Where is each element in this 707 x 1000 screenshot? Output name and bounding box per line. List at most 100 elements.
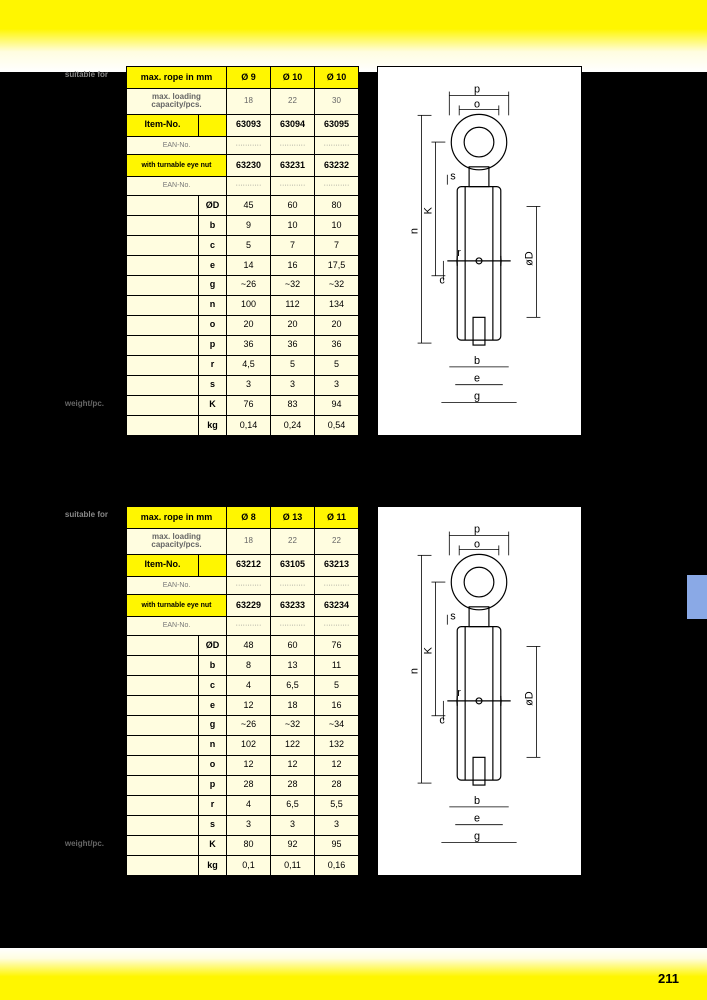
ean2-header: EAN-No. <box>127 617 227 636</box>
load-val: 22 <box>271 88 315 114</box>
item-val: 63095 <box>315 114 359 136</box>
dim-val: 10 <box>271 215 315 235</box>
dim-val: 92 <box>271 835 315 855</box>
dim-val: 18 <box>271 695 315 715</box>
load-val: 22 <box>315 528 359 554</box>
dim-val: 16 <box>315 695 359 715</box>
load-val: 30 <box>315 88 359 114</box>
bottom-gradient-bar <box>0 948 707 1000</box>
dim-val: 11 <box>315 655 359 675</box>
dim-val: 28 <box>227 775 271 795</box>
dim-val: 28 <box>315 775 359 795</box>
dim-label: e <box>199 255 227 275</box>
dim-val: 36 <box>227 335 271 355</box>
dim-val: 60 <box>271 196 315 216</box>
product-block-1: suitable for weight/pc. max. rope in mm … <box>50 66 582 436</box>
rope-val: Ø 13 <box>271 507 315 529</box>
item-val: 63094 <box>271 114 315 136</box>
rope-val: Ø 10 <box>315 67 359 89</box>
svg-text:r: r <box>457 247 461 259</box>
suitable-label: suitable for <box>50 510 108 519</box>
dim-val: 45 <box>227 196 271 216</box>
suitable-label: suitable for <box>50 70 108 79</box>
dim-val: 134 <box>315 295 359 315</box>
svg-text:øD: øD <box>523 251 535 266</box>
dim-val: 5 <box>271 355 315 375</box>
weight-label: weight/pc. <box>50 399 108 408</box>
dim-label: p <box>199 775 227 795</box>
dim-val: ~26 <box>227 275 271 295</box>
dim-val: 36 <box>271 335 315 355</box>
item-val: 63093 <box>227 114 271 136</box>
svg-text:p: p <box>474 84 480 96</box>
dim-val: ~32 <box>271 715 315 735</box>
svg-text:c: c <box>439 275 445 287</box>
dim-val: 5 <box>315 355 359 375</box>
dim-val: 14 <box>227 255 271 275</box>
dim-val: 36 <box>315 335 359 355</box>
svg-text:b: b <box>474 355 480 367</box>
dim-val: ~32 <box>271 275 315 295</box>
weight-val: 0,16 <box>315 855 359 875</box>
weight-val: 0,54 <box>315 415 359 435</box>
dim-val: 10 <box>315 215 359 235</box>
dim-val: 17,5 <box>315 255 359 275</box>
dim-val: 6,5 <box>271 675 315 695</box>
svg-text:n: n <box>409 668 421 674</box>
weight-unit: kg <box>199 855 227 875</box>
rope-val: Ø 11 <box>315 507 359 529</box>
dim-val: 76 <box>227 395 271 415</box>
dim-val: 12 <box>271 755 315 775</box>
dim-val: 9 <box>227 215 271 235</box>
dim-val: 100 <box>227 295 271 315</box>
eye-val: 63234 <box>315 595 359 617</box>
ean-header: EAN-No. <box>127 136 227 155</box>
technical-diagram-2: p o s K n øD c r b e g <box>377 506 582 876</box>
side-tab <box>687 575 707 619</box>
item-val: 63213 <box>315 554 359 576</box>
top-gradient-bar <box>0 0 707 72</box>
svg-text:e: e <box>474 813 480 825</box>
spec-table-1: max. rope in mm Ø 9 Ø 10 Ø 10 max. loadi… <box>126 66 359 436</box>
dim-val: ~34 <box>315 715 359 735</box>
dim-label: r <box>199 355 227 375</box>
dim-val: 112 <box>271 295 315 315</box>
eye-val: 63232 <box>315 155 359 177</box>
dim-val: 3 <box>271 815 315 835</box>
dim-label: s <box>199 375 227 395</box>
dim-label: n <box>199 735 227 755</box>
dim-val: 80 <box>227 835 271 855</box>
dim-val: 102 <box>227 735 271 755</box>
dim-val: 80 <box>315 196 359 216</box>
weight-label: weight/pc. <box>50 839 108 848</box>
eye-header: with turnable eye nut <box>127 155 227 177</box>
svg-text:p: p <box>474 524 480 536</box>
dim-val: 5 <box>227 235 271 255</box>
dim-val: 4 <box>227 795 271 815</box>
dim-label: e <box>199 695 227 715</box>
dim-val: ~32 <box>315 275 359 295</box>
weight-val: 0,1 <box>227 855 271 875</box>
dim-val: 28 <box>271 775 315 795</box>
load-val: 22 <box>271 528 315 554</box>
dim-val: 16 <box>271 255 315 275</box>
svg-text:øD: øD <box>523 691 535 706</box>
dim-val: 12 <box>227 755 271 775</box>
dim-val: 7 <box>315 235 359 255</box>
dim-val: 3 <box>271 375 315 395</box>
item-val: 63105 <box>271 554 315 576</box>
svg-text:n: n <box>409 228 421 234</box>
eye-val: 63229 <box>227 595 271 617</box>
eye-val: 63231 <box>271 155 315 177</box>
dim-val: 122 <box>271 735 315 755</box>
item-header: Item-No. <box>127 554 199 576</box>
dim-label: r <box>199 795 227 815</box>
dim-val: 132 <box>315 735 359 755</box>
dim-label: b <box>199 655 227 675</box>
dim-val: 3 <box>227 815 271 835</box>
dim-val: 4,5 <box>227 355 271 375</box>
svg-text:g: g <box>474 391 480 403</box>
svg-text:r: r <box>457 687 461 699</box>
weight-val: 0,24 <box>271 415 315 435</box>
dim-label: c <box>199 235 227 255</box>
